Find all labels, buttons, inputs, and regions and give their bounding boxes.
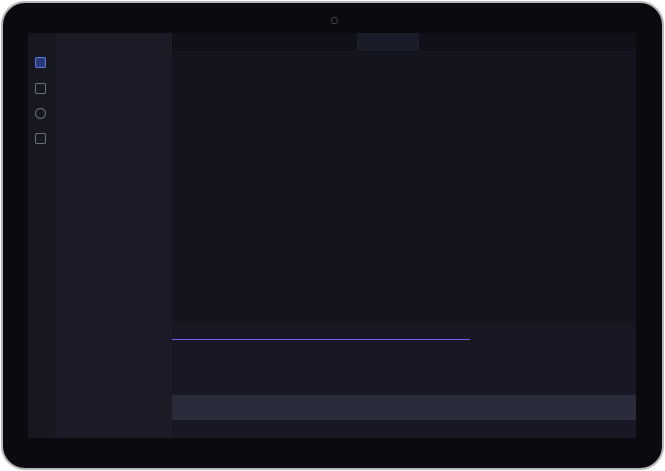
camera: [331, 17, 338, 24]
watchlist: [55, 33, 172, 438]
summary-bar: [172, 395, 636, 420]
chart-panel: [172, 33, 636, 438]
icon-rail: [28, 33, 55, 438]
price-chart: [172, 51, 636, 323]
positions-panel: [172, 323, 636, 438]
tab-underline: [172, 339, 470, 340]
screen: [28, 33, 636, 438]
nav-icon[interactable]: [35, 108, 46, 119]
active-tab: [357, 33, 419, 51]
nav-icon[interactable]: [35, 57, 46, 68]
nav-icon[interactable]: [35, 83, 46, 94]
nav-icon[interactable]: [35, 133, 46, 144]
